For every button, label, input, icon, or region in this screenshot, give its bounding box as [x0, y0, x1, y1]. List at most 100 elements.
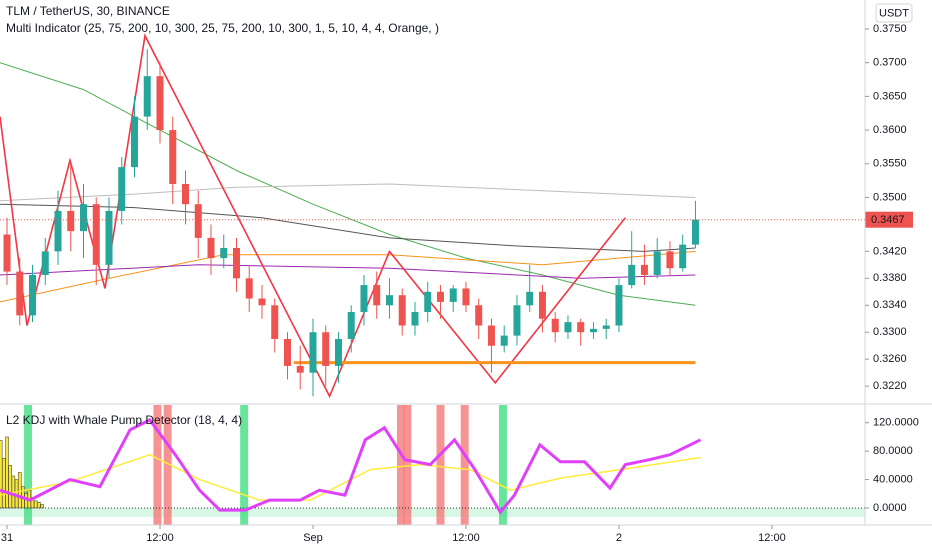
candle-body [130, 116, 138, 168]
signal-band [163, 405, 172, 525]
candle-body [628, 264, 636, 286]
signal-band [24, 405, 33, 525]
candle-body [513, 305, 521, 336]
candle-body [347, 312, 355, 339]
y-tick-label: 0.3600 [873, 124, 907, 136]
candle-body [105, 210, 113, 265]
candle-body [67, 210, 75, 232]
candle-body [232, 248, 240, 279]
candle-body [258, 298, 266, 306]
chart-title: TLM / TetherUS, 30, BINANCE [6, 4, 170, 18]
candle-body [538, 291, 546, 319]
signal-band [153, 405, 162, 525]
y-tick-label: 0.3550 [873, 158, 907, 170]
candle-body [615, 285, 623, 326]
y-tick-label: 0.3650 [873, 90, 907, 102]
candle-body [449, 288, 457, 302]
candle-body [679, 244, 687, 269]
candle-body [500, 335, 508, 346]
y-tick-label: 0.3700 [873, 57, 907, 69]
signal-band [436, 405, 445, 525]
candle-body [551, 318, 559, 333]
candle-body [373, 285, 381, 306]
whale-bar [24, 493, 28, 509]
y-tick-label: 0.3750 [873, 23, 907, 35]
moving-line [0, 33, 626, 399]
candle-body [462, 288, 470, 306]
y-tick-label: 0.3220 [873, 380, 907, 392]
candle-body [54, 210, 62, 252]
candle-body [296, 365, 304, 373]
y-tick-label: 0.0000 [873, 502, 907, 514]
candle-body [385, 295, 393, 306]
currency-label[interactable]: USDT [879, 7, 909, 19]
x-tick-label: Sep [303, 532, 323, 544]
candle-body [220, 248, 228, 259]
whale-bar [37, 502, 41, 509]
y-tick-label: 0.3500 [873, 191, 907, 203]
candle-body [169, 130, 177, 184]
candle-body [577, 322, 585, 333]
candle-body [92, 204, 100, 265]
whale-bar [33, 500, 38, 509]
indicator-pane [0, 405, 865, 525]
signal-band [240, 405, 249, 525]
candle-body [398, 295, 406, 326]
candle-body [602, 325, 610, 329]
price-pane: 0.3467 [0, 33, 913, 399]
y-tick-label: 0.3420 [873, 245, 907, 257]
signal-band [460, 405, 469, 525]
candle-body [653, 251, 661, 275]
candle-body [564, 322, 572, 333]
currency-box[interactable] [875, 3, 913, 23]
x-tick-label: 12:00 [452, 532, 480, 544]
y-tick-label: 80.0000 [873, 445, 913, 457]
oscillator-title: L2 KDJ with Whale Pump Detector (18, 4, … [6, 413, 242, 427]
last-price-tag [865, 211, 913, 228]
moving-line [0, 264, 696, 279]
candle-body [640, 264, 648, 275]
zero-zone [0, 507, 865, 517]
candle-body [143, 76, 151, 117]
candle-body [360, 285, 368, 313]
candle-body [424, 291, 432, 313]
whale-bar [2, 458, 6, 509]
signal-band [403, 405, 412, 525]
x-tick-label: 2 [616, 532, 622, 544]
candle-body [271, 305, 279, 339]
candle-body [309, 332, 317, 373]
moving-line [0, 183, 696, 202]
y-tick-label: 40.0000 [873, 473, 913, 485]
signal-band [396, 405, 405, 525]
whale-bar [5, 436, 9, 509]
y-tick-label: 0.3260 [873, 353, 907, 365]
indicator-title: Multi Indicator (25, 75, 200, 10, 300, 2… [6, 21, 439, 35]
x-tick-label: 31 [1, 532, 13, 544]
oscillator-line [0, 417, 702, 515]
last-price-label: 0.3467 [871, 214, 905, 226]
candle-body [487, 325, 495, 346]
oscillator-line [0, 453, 701, 501]
y-tick-label: 0.3340 [873, 299, 907, 311]
candle-body [29, 274, 37, 316]
candle-body [207, 237, 215, 259]
candle-body [181, 183, 189, 205]
candle-body [16, 271, 24, 316]
x-tick-label: 12:00 [758, 532, 786, 544]
x-tick-label: 12:00 [146, 532, 174, 544]
candle-body [322, 332, 330, 366]
candle-body [283, 338, 291, 366]
candle-body [3, 234, 11, 272]
moving-line [0, 250, 696, 303]
candle-body [245, 278, 253, 299]
candle-body [41, 251, 49, 275]
y-tick-label: 120.0000 [873, 417, 919, 429]
candle-body [475, 305, 483, 326]
candle-body [436, 291, 444, 302]
candle-body [334, 338, 342, 366]
candle-body [526, 291, 534, 306]
whale-bar [0, 440, 3, 509]
whale-bar [18, 472, 22, 509]
candle-body [156, 76, 164, 131]
